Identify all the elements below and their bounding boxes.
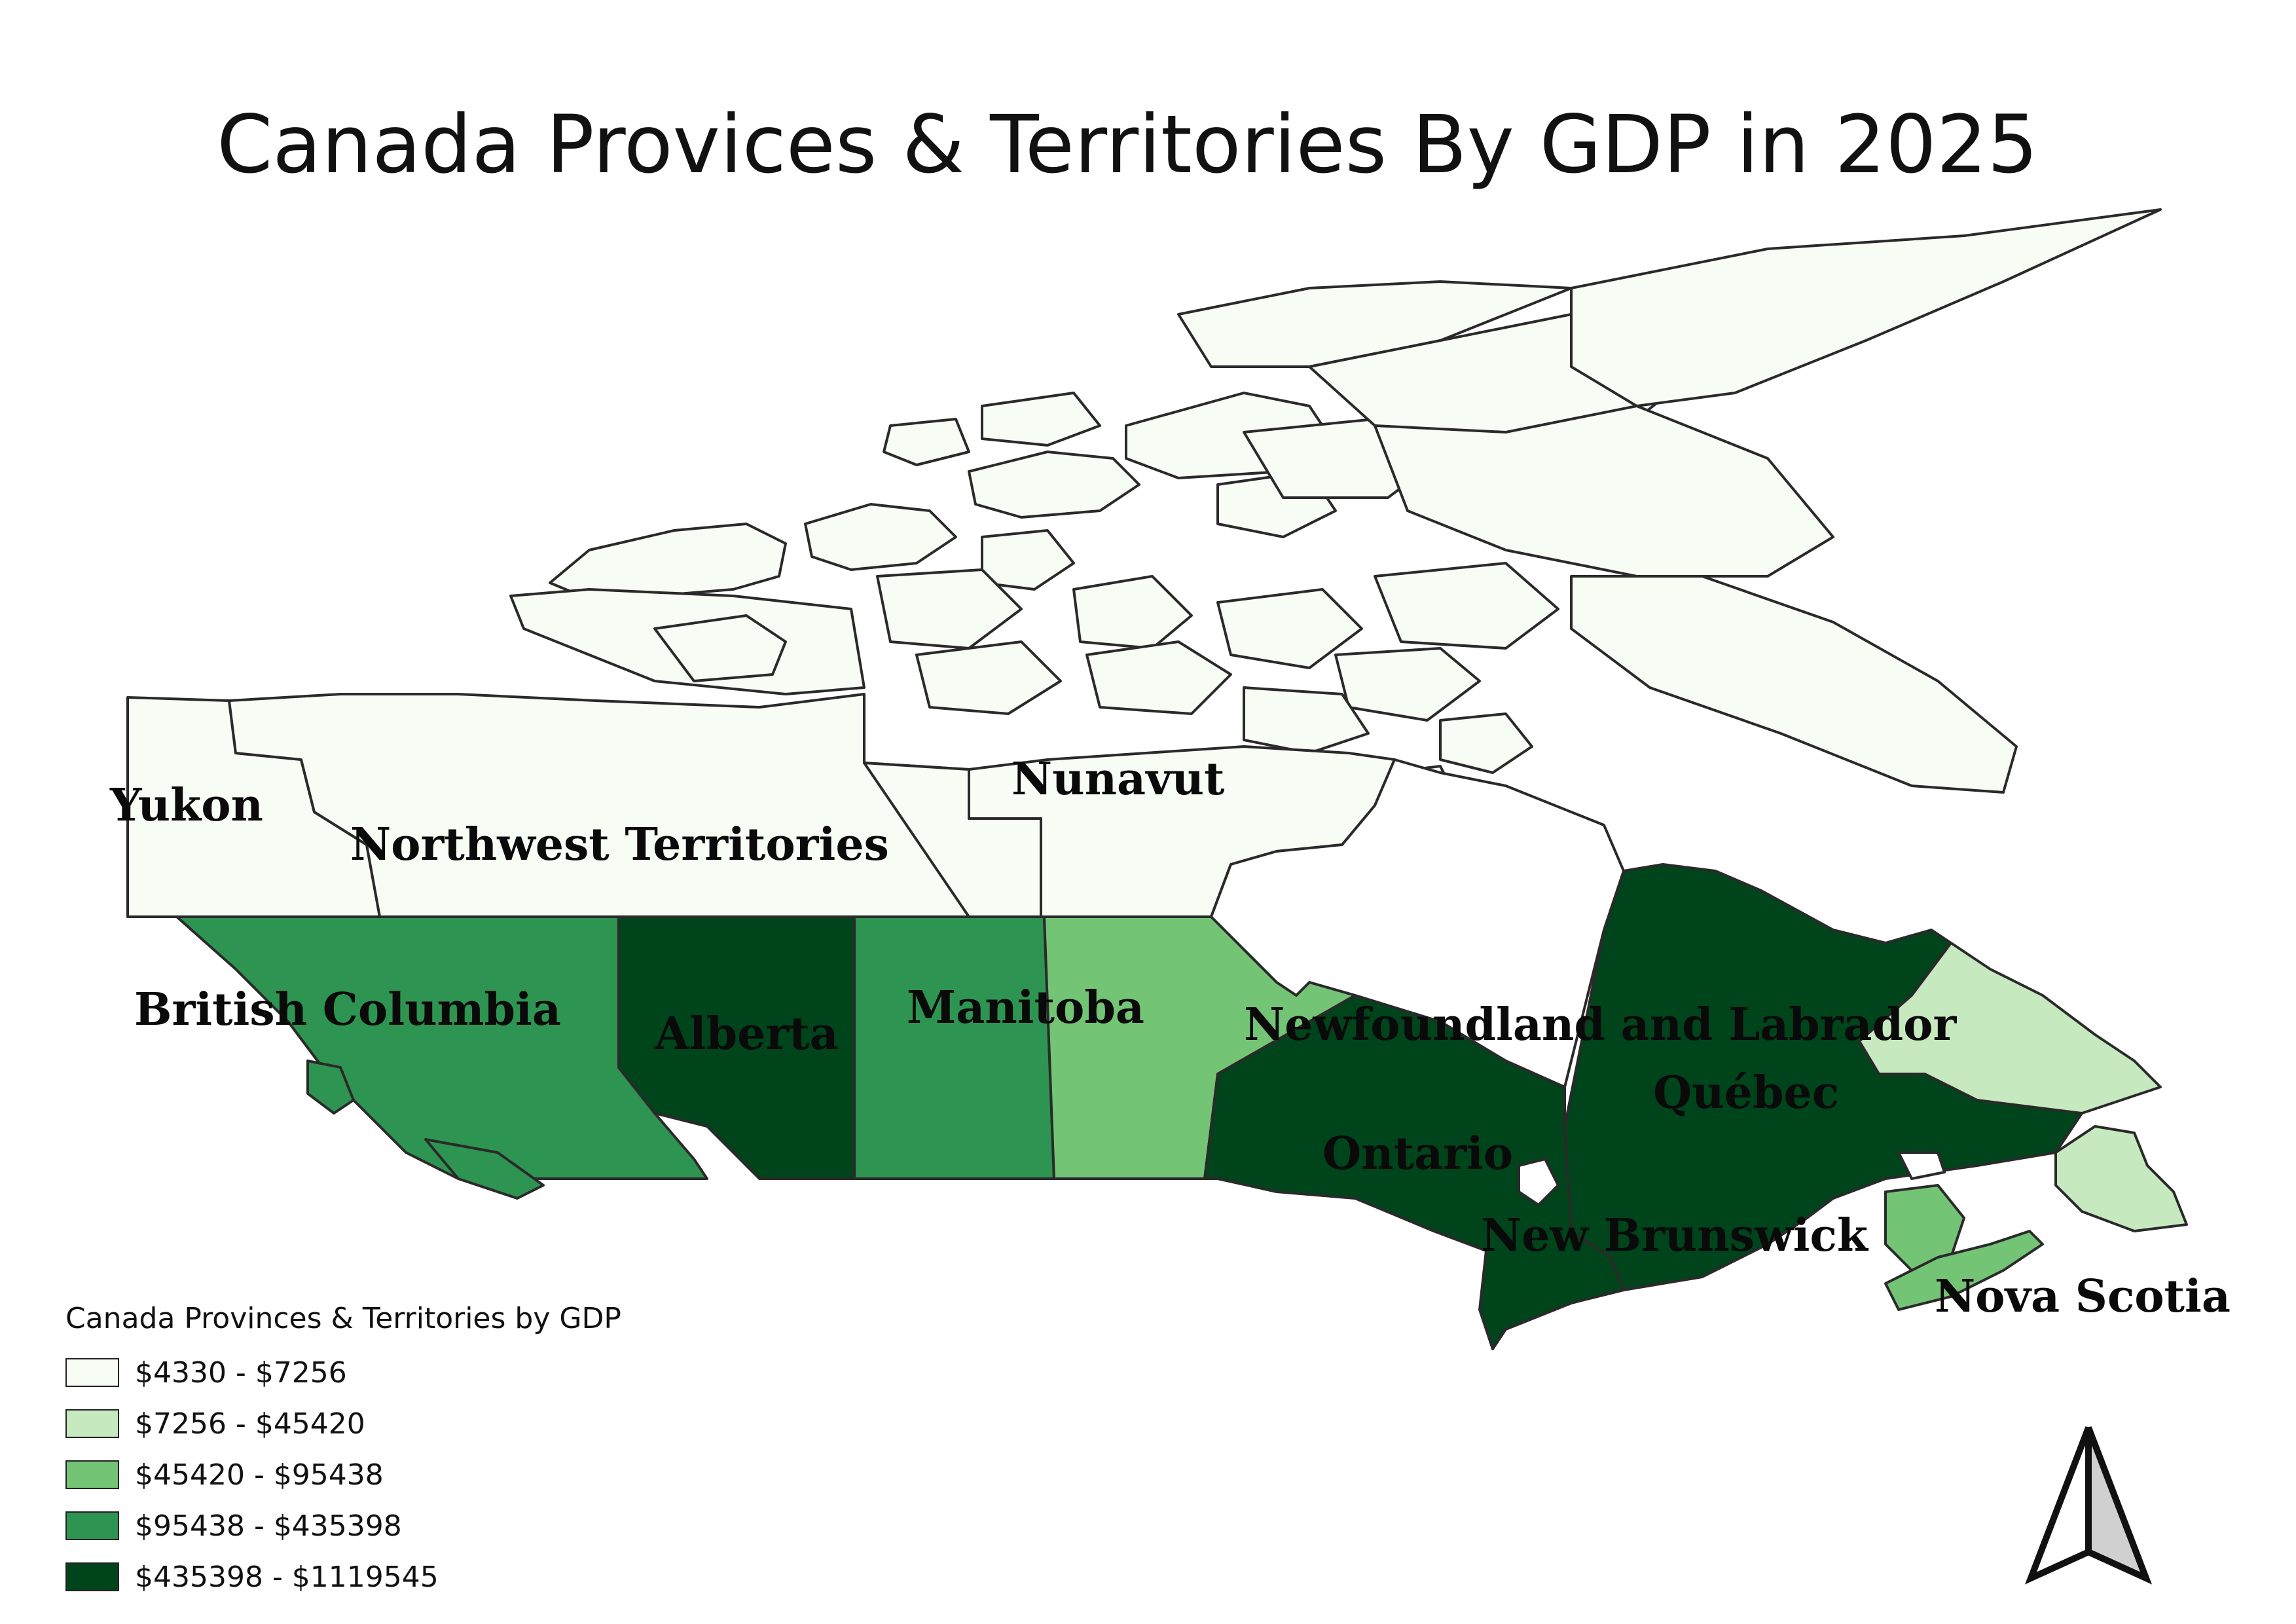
legend-item: $4330 - $7256 <box>65 1347 621 1398</box>
region-nova-scotia <box>1884 1230 2044 1311</box>
legend-swatch <box>65 1562 119 1591</box>
north-arrow-icon <box>2024 1426 2153 1585</box>
legend-label: $95438 - $435398 <box>135 1509 402 1543</box>
label-british-columbia: British Columbia <box>134 984 561 1036</box>
legend-item: $45420 - $95438 <box>65 1449 621 1500</box>
label-nunavut: Nunavut <box>1011 753 1225 805</box>
legend-swatch <box>65 1409 119 1438</box>
map-title: Canada Provices & Territories By GDP in … <box>217 98 2038 191</box>
legend-label: $45420 - $95438 <box>135 1458 384 1492</box>
label-alberta: Alberta <box>654 1008 839 1060</box>
label-nova-scotia: Nova Scotia <box>1935 1270 2231 1323</box>
label-ontario: Ontario <box>1322 1128 1513 1180</box>
legend-swatch <box>65 1460 119 1489</box>
label-newfoundland-and-labrador: Newfoundland and Labrador <box>1244 999 1957 1051</box>
legend-item: $7256 - $45420 <box>65 1398 621 1449</box>
label-quebec: Québec <box>1653 1067 1839 1119</box>
legend-swatch <box>65 1358 119 1387</box>
legend-label: $7256 - $45420 <box>135 1407 365 1441</box>
label-northwest-territories: Northwest Territories <box>350 819 889 871</box>
legend-swatch <box>65 1511 119 1540</box>
label-yukon: Yukon <box>109 779 263 832</box>
legend: Canada Provinces & Territories by GDP $4… <box>65 1302 621 1602</box>
legend-item: $95438 - $435398 <box>65 1500 621 1551</box>
legend-item: $435398 - $1119545 <box>65 1551 621 1602</box>
legend-label: $435398 - $1119545 <box>135 1560 439 1594</box>
legend-title: Canada Provinces & Territories by GDP <box>65 1302 621 1335</box>
label-new-brunswick: New Brunswick <box>1481 1209 1869 1262</box>
label-manitoba: Manitoba <box>907 982 1144 1034</box>
region-saskatchewan <box>853 915 1055 1180</box>
region-labels: Yukon Northwest Territories Nunavut Brit… <box>109 753 2231 1323</box>
legend-label: $4330 - $7256 <box>135 1356 347 1390</box>
arctic-islands <box>509 208 2162 807</box>
region-newfoundland-and-labrador <box>1858 942 2162 1115</box>
